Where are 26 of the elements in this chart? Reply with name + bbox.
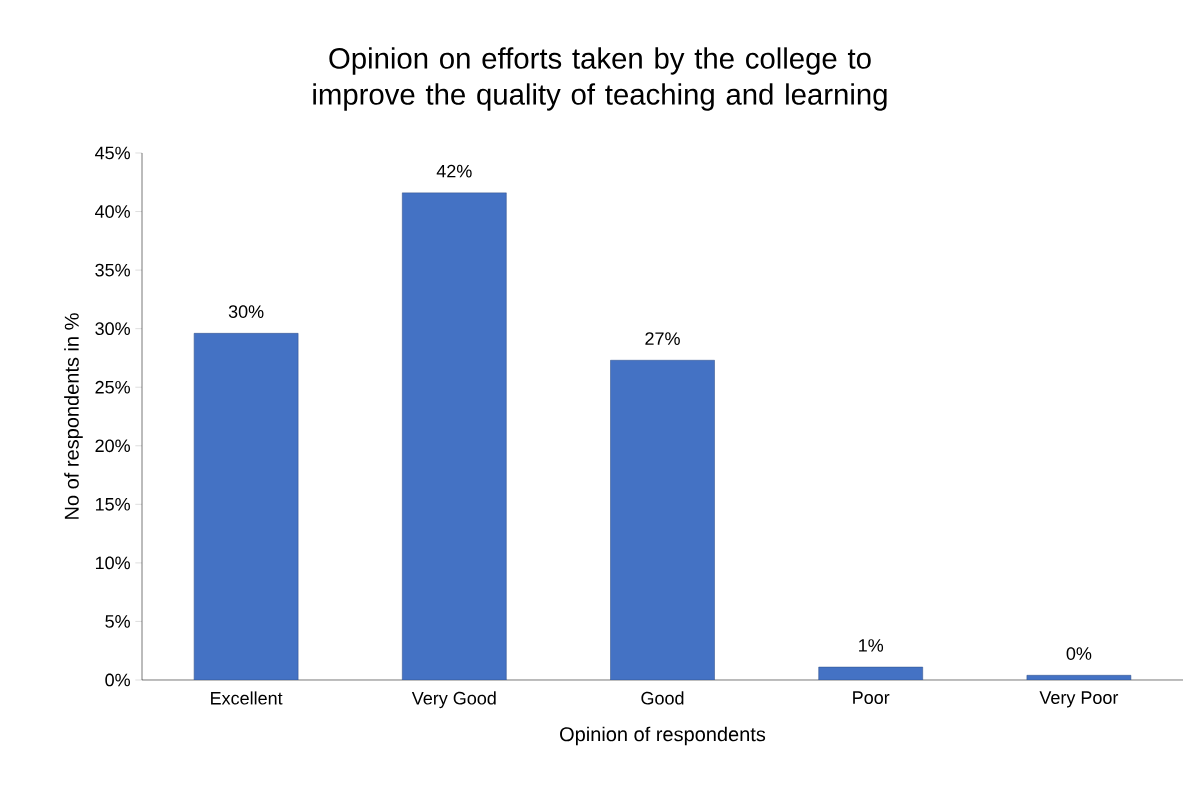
y-tick-label: 15% <box>95 497 130 511</box>
data-label: 0% <box>1066 647 1092 660</box>
y-tick-label: 25% <box>95 380 130 394</box>
bar <box>402 192 507 680</box>
x-tick-label: Very Poor <box>1039 691 1119 708</box>
x-tick-label: Poor <box>853 691 890 704</box>
data-label: 27% <box>645 332 680 345</box>
y-tick-label: 5% <box>105 615 130 628</box>
y-tick-label: 0% <box>105 673 130 687</box>
y-tick-label: 20% <box>95 439 130 453</box>
y-tick-label: 35% <box>95 263 130 277</box>
y-tick-label: 40% <box>95 205 130 218</box>
data-label: 42% <box>436 164 472 178</box>
x-tick-label: Good <box>641 691 684 705</box>
x-tick-label: Excellent <box>211 691 283 705</box>
y-axis-title: No of respondents in % <box>64 313 83 519</box>
x-tick-label: Very Good <box>411 691 496 709</box>
y-tick-label: 45% <box>95 146 130 160</box>
data-label: 30% <box>228 305 264 318</box>
bar <box>193 333 299 680</box>
chart-title: Opinion on efforts taken by the college to improve the quality of teaching and learning <box>313 47 887 111</box>
x-axis-title: Opinion of respondents <box>560 726 766 746</box>
bar <box>610 360 715 680</box>
y-tick-label: 30% <box>95 322 130 336</box>
data-label: 1% <box>859 639 884 652</box>
y-tick-label: 10% <box>95 556 130 570</box>
